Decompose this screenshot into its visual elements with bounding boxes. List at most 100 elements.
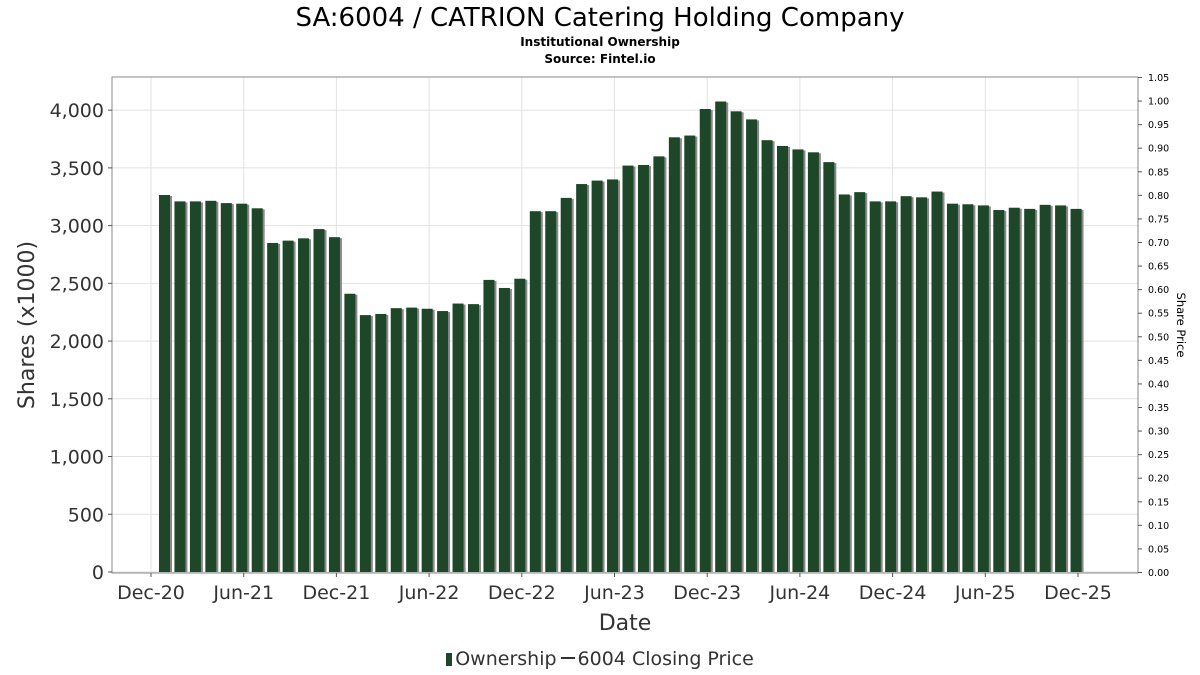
plot-frame [111,76,1139,574]
ownership-bar [344,293,356,572]
ownership-bar [885,201,897,572]
y-tick-label: 1,500 [50,389,104,411]
chart-subtitle: Institutional Ownership [520,35,680,49]
legend-price-swatch [560,657,575,659]
ownership-bar [807,152,819,572]
ownership-bar [1024,208,1036,572]
ownership-bar [159,195,170,572]
legend: Ownership 6004 Closing Price [0,648,1200,670]
y2-tick-label: 0.50 [1148,332,1169,343]
ownership-bar [869,201,881,572]
ownership-bar [313,229,325,572]
ownership-bar [916,197,928,572]
ownership-bar [298,238,310,572]
y2-tick-label: 1.05 [1148,73,1169,84]
x-tick-label: Jun-23 [583,582,645,604]
ownership-bar [838,194,850,572]
x-tick-label: Jun-24 [769,582,831,604]
y-tick-label: 3,000 [50,216,104,238]
ownership-bar [174,201,186,572]
ownership-bar [236,203,248,572]
y2-tick-label: 0.20 [1148,474,1169,485]
y2-tick-label: 0.60 [1148,285,1169,296]
ownership-bar [529,211,541,572]
chart-source: Source: Fintel.io [544,52,656,66]
y2-tick-label: 0.30 [1148,427,1169,438]
ownership-bar [251,208,263,572]
ownership-bar [514,278,526,572]
x-tick-label: Dec-24 [859,582,927,604]
y-tick-label: 500 [68,504,104,526]
ownership-bar [993,210,1005,572]
x-tick-label: Jun-21 [212,582,274,604]
x-tick-label: Dec-22 [488,582,556,604]
ownership-bar [607,179,619,572]
ownership-bar [900,196,912,572]
y2-tick-label: 0.90 [1148,144,1169,155]
ownership-bar [1070,208,1082,572]
ownership-bar [668,137,680,573]
ownership-bar [1008,207,1020,572]
ownership-bar [962,204,974,573]
ownership-bar [854,192,866,572]
legend-price-label: 6004 Closing Price [577,648,754,670]
ownership-bar [498,287,510,572]
y2-tick-label: 0.70 [1148,238,1169,249]
y2-tick-label: 0.55 [1148,309,1169,320]
y2-tick-label: 0.95 [1148,120,1169,131]
ownership-bar [977,205,989,573]
ownership-bar [653,156,665,572]
ownership-bar [468,304,479,572]
ownership-bar [730,111,742,572]
ownership-bar [267,242,279,572]
ownership-bar [715,101,727,573]
ownership-bar [622,165,634,572]
ownership-bar [1055,205,1067,573]
y2-axis-label: Share Price [1174,293,1188,358]
ownership-bar [483,279,495,572]
y2-tick-label: 0.80 [1148,191,1169,202]
ownership-bar [761,140,773,572]
y-tick-label: 3,500 [50,158,104,180]
ownership-bar [746,119,758,573]
x-tick-label: Dec-25 [1044,582,1112,604]
ownership-bar [1039,204,1051,572]
legend-ownership-swatch [446,653,453,666]
ownership-bar [576,184,588,573]
y-axis-label: Shares (x1000) [15,241,40,409]
y-tick-label: 4,000 [50,100,104,122]
y2-tick-label: 0.05 [1148,544,1169,555]
y2-tick-label: 0.35 [1148,403,1169,414]
ownership-bar [375,313,387,572]
y2-tick-label: 0.00 [1148,568,1169,579]
ownership-bar [823,162,835,572]
x-tick-label: Jun-22 [398,582,460,604]
x-tick-label: Dec-21 [302,582,370,604]
ownership-bar [545,211,557,572]
ownership-bar [637,165,649,573]
y2-tick-label: 1.00 [1148,97,1169,108]
ownership-bar [390,308,402,572]
y-tick-label: 1,000 [50,447,104,469]
ownership-bar [792,149,804,573]
y2-tick-label: 0.65 [1148,262,1169,273]
ownership-bar [560,197,572,572]
ownership-bar [452,303,464,572]
x-tick-label: Dec-20 [117,582,185,604]
ownership-bar [328,237,340,572]
ownership-bar [684,135,696,572]
y-tick-label: 2,000 [50,331,104,353]
y-tick-label: 2,500 [50,273,104,295]
y-tick-label: 0 [92,562,104,584]
y2-tick-label: 0.40 [1148,379,1169,390]
y2-tick-label: 0.15 [1148,497,1169,508]
ownership-bar [699,109,711,572]
x-axis-label: Date [599,611,652,636]
x-tick-label: Dec-23 [673,582,741,604]
ownership-bar [946,203,958,572]
ownership-bar [282,240,294,572]
y2-tick-label: 0.45 [1148,356,1169,367]
ownership-bar [406,307,418,572]
ownership-bar [931,191,943,572]
